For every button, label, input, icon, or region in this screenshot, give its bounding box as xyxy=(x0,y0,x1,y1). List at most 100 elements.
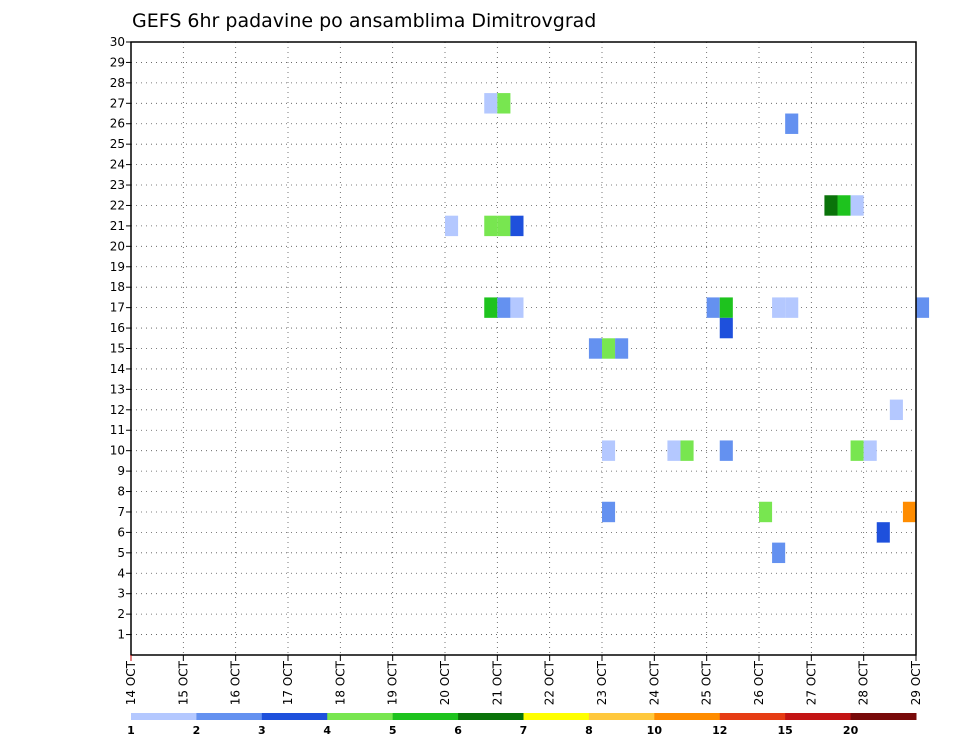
precip-cell xyxy=(850,195,864,216)
colorbar-label: 4 xyxy=(323,724,331,737)
y-tick-label: 23 xyxy=(110,178,125,192)
colorbar-segment xyxy=(196,713,263,720)
precip-cell xyxy=(615,338,629,359)
y-tick-label: 15 xyxy=(110,342,125,356)
precip-cell xyxy=(510,297,524,318)
precip-cell xyxy=(876,522,890,543)
y-tick-label: 21 xyxy=(110,219,125,233)
colorbar-label: 5 xyxy=(389,724,397,737)
x-tick-label: 15 OCT xyxy=(176,660,190,705)
precip-cell xyxy=(484,93,498,114)
y-tick-label: 17 xyxy=(110,301,125,315)
y-tick-label: 4 xyxy=(117,566,125,580)
x-tick-label: 23 OCT xyxy=(595,660,609,705)
x-tick-label: 14 OCT xyxy=(124,660,138,705)
precip-cell xyxy=(602,338,616,359)
precip-cell xyxy=(497,297,511,318)
precip-cell xyxy=(785,113,799,134)
colorbar-segment xyxy=(392,713,459,720)
chart-title: GEFS 6hr padavine po ansamblima Dimitrov… xyxy=(132,10,596,32)
x-tick-label: 17 OCT xyxy=(281,660,295,705)
colorbar-label: 20 xyxy=(843,724,859,737)
precip-cell xyxy=(588,338,602,359)
precip-cell xyxy=(484,297,498,318)
precip-cell xyxy=(497,215,511,237)
precip-cell xyxy=(850,440,864,461)
x-tick-label: 26 OCT xyxy=(752,660,766,705)
y-tick-label: 13 xyxy=(110,382,125,396)
y-tick-label: 19 xyxy=(110,260,125,274)
colorbar-label: 7 xyxy=(520,724,528,737)
y-tick-label: 12 xyxy=(110,403,125,417)
y-tick-label: 6 xyxy=(117,525,125,539)
colorbar-label: 12 xyxy=(712,724,727,737)
colorbar-segment xyxy=(588,713,655,720)
colorbar-label: 3 xyxy=(258,724,266,737)
colorbar-segment xyxy=(523,713,590,720)
colorbar-segment xyxy=(261,713,328,720)
precip-cell xyxy=(706,297,720,318)
precip-cell xyxy=(824,195,838,216)
precip-cell xyxy=(680,440,694,461)
x-tick-label: 18 OCT xyxy=(333,660,347,705)
colorbar-label: 2 xyxy=(193,724,201,737)
colorbar-segment xyxy=(654,713,721,720)
colorbar-label: 6 xyxy=(454,724,462,737)
y-tick-label: 22 xyxy=(110,198,125,212)
x-tick-label: 27 OCT xyxy=(804,660,818,705)
x-tick-label: 24 OCT xyxy=(647,660,661,705)
x-tick-label: 20 OCT xyxy=(438,660,452,705)
y-tick-label: 29 xyxy=(110,55,125,69)
y-tick-label: 7 xyxy=(117,505,125,519)
y-tick-label: 16 xyxy=(110,321,125,335)
x-tick-label: 16 OCT xyxy=(229,660,243,705)
precip-cell xyxy=(863,440,877,461)
x-tick-label: 22 OCT xyxy=(543,660,557,705)
precip-cell xyxy=(602,440,616,461)
colorbar-segment xyxy=(785,713,852,720)
x-tick-label: 19 OCT xyxy=(386,660,400,705)
colorbar-label: 10 xyxy=(647,724,663,737)
y-tick-label: 3 xyxy=(117,587,125,601)
precip-cell xyxy=(772,297,786,318)
precip-cell xyxy=(719,297,733,318)
y-tick-label: 30 xyxy=(110,35,125,49)
x-tick-label: 25 OCT xyxy=(700,660,714,705)
precip-cell xyxy=(602,501,616,523)
x-tick-label: 21 OCT xyxy=(490,660,504,705)
precip-cell xyxy=(445,215,459,237)
y-tick-label: 25 xyxy=(110,137,125,151)
y-tick-label: 1 xyxy=(117,628,125,642)
precip-cell xyxy=(772,542,786,564)
precip-cell xyxy=(785,297,799,318)
precip-cell xyxy=(497,93,511,114)
colorbar-segment xyxy=(327,713,394,720)
colorbar-legend: 1 2 3 4 5 6 7 8 10 12 15 20 xyxy=(127,713,917,737)
y-tick-label: 20 xyxy=(110,239,125,253)
precip-cell xyxy=(484,215,498,237)
colorbar-segment xyxy=(131,713,197,720)
y-tick-label: 5 xyxy=(117,546,125,560)
precip-cell xyxy=(667,440,681,461)
precip-cell xyxy=(719,317,733,339)
y-tick-label: 9 xyxy=(117,464,125,478)
colorbar-label: 15 xyxy=(778,724,793,737)
precip-cell xyxy=(889,399,903,421)
colorbar-label: 8 xyxy=(585,724,593,737)
precip-cell xyxy=(902,501,916,523)
y-tick-label: 10 xyxy=(110,444,125,458)
y-tick-label: 28 xyxy=(110,76,125,90)
precip-cell xyxy=(837,195,851,216)
precip-cell xyxy=(759,501,773,523)
colorbar-label: 1 xyxy=(127,724,135,737)
y-tick-label: 26 xyxy=(110,117,125,131)
y-tick-label: 27 xyxy=(110,96,125,110)
y-tick-label: 8 xyxy=(117,485,125,499)
y-tick-label: 2 xyxy=(117,607,125,621)
y-tick-label: 14 xyxy=(110,362,125,376)
precip-cells xyxy=(445,93,930,564)
x-tick-label: 28 OCT xyxy=(857,660,871,705)
precip-cell xyxy=(719,440,733,461)
y-tick-label: 18 xyxy=(110,280,125,294)
y-tick-label: 11 xyxy=(110,423,125,437)
